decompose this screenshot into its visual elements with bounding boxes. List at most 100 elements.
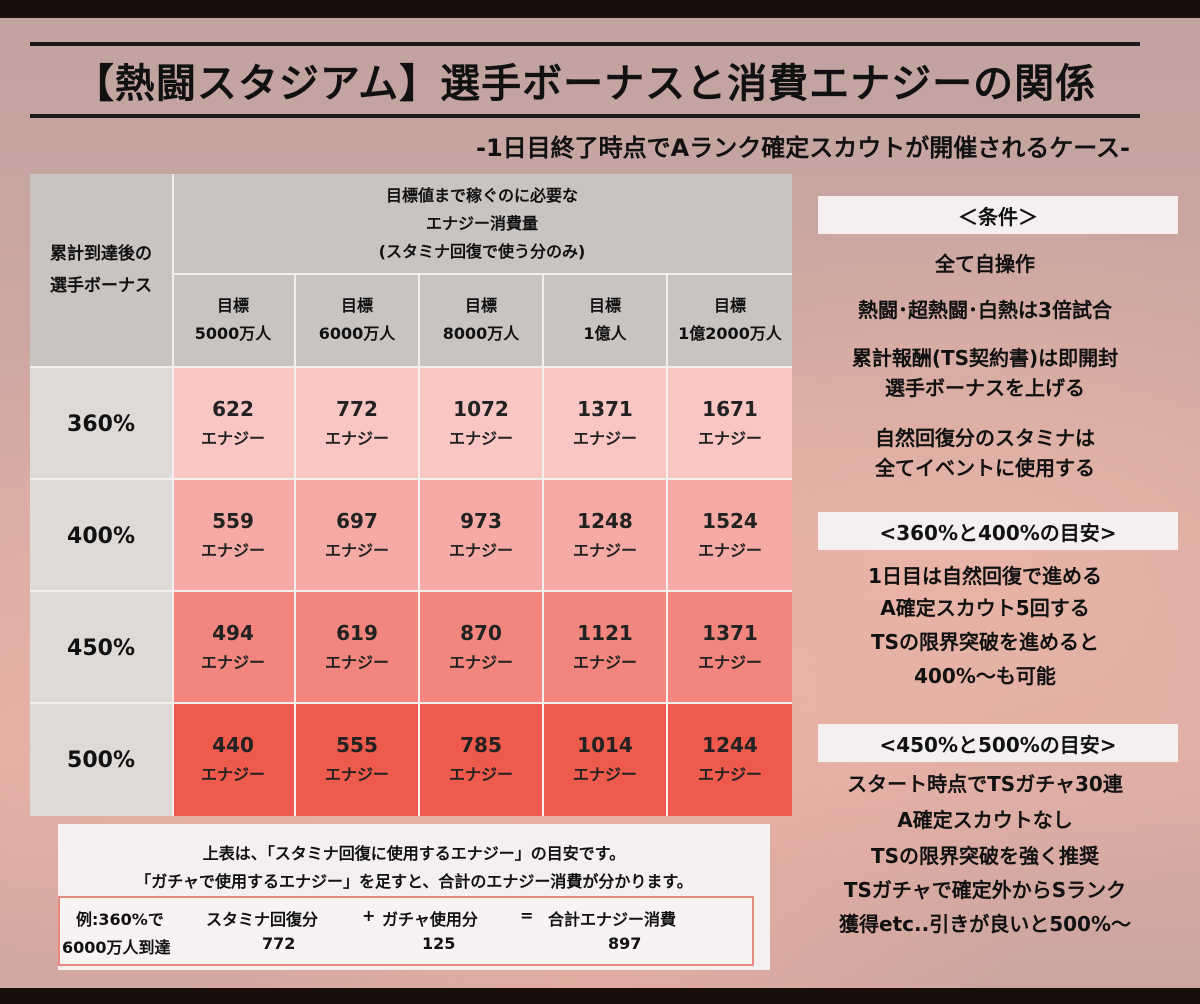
column-header: 目標 5000万人 — [172, 274, 294, 366]
energy-cell: 1371 エナジー — [544, 368, 666, 480]
energy-value: 494 — [212, 621, 254, 645]
example-box: 例:360%で 6000万人到達 スタミナ回復分 + ガチャ使用分 = 合計エナ… — [58, 896, 754, 966]
row-divider — [30, 590, 792, 592]
group-header-line2: エナジー消費量 — [425, 214, 538, 233]
energy-unit: エナジー — [200, 541, 265, 560]
example-label-line1: 例:360%で — [76, 910, 164, 929]
energy-cell: 785 エナジー — [420, 704, 542, 816]
energy-cell: 1371 エナジー — [668, 592, 792, 704]
guide-450-500-item: A確定スカウトなし — [897, 808, 1073, 832]
column-header: 目標 6000万人 — [296, 274, 418, 366]
conditions-header: ＜条件＞ — [818, 196, 1178, 234]
condition-item: 選手ボーナスを上げる — [885, 376, 1085, 400]
energy-unit: エナジー — [572, 653, 637, 672]
energy-unit: エナジー — [697, 765, 762, 784]
energy-cell: 622 エナジー — [172, 368, 294, 480]
energy-cell: 559 エナジー — [172, 480, 294, 592]
energy-value: 1371 — [702, 621, 758, 645]
row-label: 400% — [30, 480, 172, 592]
energy-unit: エナジー — [448, 429, 513, 448]
bottom-border — [0, 988, 1200, 1004]
guide-360-400-item: 1日目は自然回復で進める — [868, 564, 1102, 588]
energy-unit: エナジー — [697, 653, 762, 672]
column-header-line2: 1億人 — [583, 324, 627, 343]
column-header-line2: 1億2000万人 — [678, 324, 782, 343]
header-divider — [418, 274, 420, 366]
energy-value: 559 — [212, 509, 254, 533]
example-total-header: 合計エナジー消費 — [548, 910, 677, 929]
guide-360-400-header: <360%と400%の目安> — [818, 512, 1178, 550]
cell-divider — [666, 480, 668, 592]
energy-value: 1244 — [702, 733, 758, 757]
cell-divider — [666, 368, 668, 480]
page-subtitle: -1日目終了時点でAランク確定スカウトが開催されるケース- — [476, 134, 1130, 162]
energy-cell: 1244 エナジー — [668, 704, 792, 816]
column-header-line1: 目標 — [340, 296, 373, 315]
guide-450-500-item: TSの限界突破を強く推奨 — [870, 844, 1100, 868]
row-divider — [30, 478, 792, 480]
header-divider — [294, 274, 296, 366]
column-header-line1: 目標 — [588, 296, 621, 315]
condition-item: 全てイベントに使用する — [875, 456, 1095, 480]
energy-value: 622 — [212, 397, 254, 421]
energy-cell: 555 エナジー — [296, 704, 418, 816]
energy-cell: 440 エナジー — [172, 704, 294, 816]
guide-360-400-item: 400%〜も可能 — [914, 664, 1056, 688]
cell-divider — [418, 592, 420, 704]
energy-cell: 1121 エナジー — [544, 592, 666, 704]
energy-value: 973 — [460, 509, 502, 533]
condition-item: 累計報酬(TS契約書)は即開封 — [851, 346, 1119, 370]
page-title: 【熱闘スタジアム】選手ボーナスと消費エナジーの関係 — [73, 61, 1097, 107]
cell-divider — [666, 704, 668, 816]
column-header: 目標 1億人 — [544, 274, 666, 366]
title-banner: 【熱闘スタジアム】選手ボーナスと消費エナジーの関係 — [30, 42, 1140, 118]
energy-unit: エナジー — [324, 765, 389, 784]
energy-unit: エナジー — [448, 653, 513, 672]
column-header-line1: 目標 — [713, 296, 746, 315]
note-box: 上表は、「スタミナ回復に使用するエナジー」の目安です。 「ガチャで使用するエナジ… — [58, 824, 770, 970]
example-gacha-value: 125 — [422, 934, 456, 953]
energy-value: 1121 — [577, 621, 633, 645]
note-line-2: 「ガチャで使用するエナジー」を足すと、合計のエナジー消費が分かります。 — [135, 872, 693, 891]
example-equals: = — [520, 906, 534, 925]
energy-unit: エナジー — [572, 765, 637, 784]
energy-unit: エナジー — [572, 541, 637, 560]
header-divider — [542, 274, 544, 366]
energy-value: 1014 — [577, 733, 633, 757]
energy-cell: 1014 エナジー — [544, 704, 666, 816]
energy-value: 785 — [460, 733, 502, 757]
energy-cell: 973 エナジー — [420, 480, 542, 592]
energy-value: 1371 — [577, 397, 633, 421]
table-corner-header: 累計到達後の 選手ボーナス — [30, 174, 172, 366]
energy-unit: エナジー — [572, 429, 637, 448]
cell-divider — [542, 480, 544, 592]
energy-value: 1671 — [702, 397, 758, 421]
header-divider — [666, 274, 668, 366]
column-header-line1: 目標 — [464, 296, 497, 315]
example-total-value: 897 — [608, 934, 642, 953]
energy-cell: 1248 エナジー — [544, 480, 666, 592]
row-divider — [30, 702, 792, 704]
energy-unit: エナジー — [324, 429, 389, 448]
column-header: 目標 1億2000万人 — [668, 274, 792, 366]
energy-value: 1248 — [577, 509, 633, 533]
table-group-header: 目標値まで稼ぐのに必要な エナジー消費量 (スタミナ回復で使う分のみ) — [172, 174, 792, 274]
cell-divider — [294, 368, 296, 480]
condition-item: 全て自操作 — [935, 252, 1035, 276]
corner-label-line1: 累計到達後の — [50, 244, 152, 264]
energy-unit: エナジー — [697, 541, 762, 560]
energy-cell: 697 エナジー — [296, 480, 418, 592]
group-header-line1: 目標値まで稼ぐのに必要な — [385, 186, 578, 205]
energy-cell: 870 エナジー — [420, 592, 542, 704]
energy-table: 累計到達後の 選手ボーナス 目標値まで稼ぐのに必要な エナジー消費量 (スタミナ… — [30, 174, 792, 816]
corner-label-line2: 選手ボーナス — [50, 276, 152, 296]
guide-450-500-item: 獲得etc..引きが良いと500%〜 — [839, 912, 1131, 936]
example-plus: + — [362, 906, 376, 925]
guide-450-500-item: スタート時点でTSガチャ30連 — [847, 772, 1123, 796]
condition-item: 自然回復分のスタミナは — [875, 426, 1095, 450]
row-label: 500% — [30, 704, 172, 816]
energy-value: 772 — [336, 397, 378, 421]
condition-item: 熱闘･超熱闘･白熱は3倍試合 — [858, 298, 1112, 322]
energy-cell: 619 エナジー — [296, 592, 418, 704]
row-label: 360% — [30, 368, 172, 480]
